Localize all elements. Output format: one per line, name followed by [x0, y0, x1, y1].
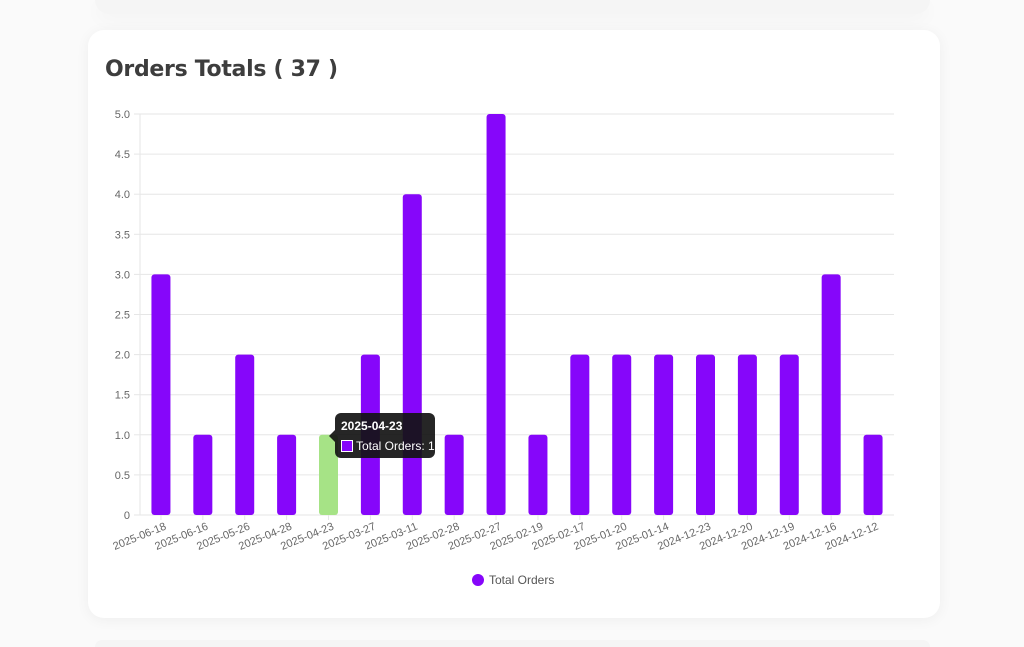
y-tick-label: 4.0: [115, 189, 130, 201]
background-card-top: [95, 0, 930, 14]
bar-2025-04-28[interactable]: [277, 434, 297, 515]
y-tick-label: 5.0: [115, 109, 130, 121]
tooltip-caret: [329, 430, 335, 442]
background-card-bottom: [95, 640, 930, 647]
bar-2025-02-27[interactable]: [486, 114, 506, 515]
chart-tooltip: 2025-04-23 Total Orders: 1: [329, 413, 435, 458]
bar-2025-05-26[interactable]: [235, 354, 255, 515]
bar-2024-12-16[interactable]: [821, 274, 841, 515]
y-tick-label: 3.5: [115, 229, 130, 241]
bar-2025-03-11[interactable]: [402, 194, 422, 515]
bar-2025-02-28[interactable]: [444, 434, 464, 515]
bar-2025-04-23[interactable]: [319, 434, 338, 515]
tooltip-swatch: [341, 440, 353, 452]
legend-dot-icon: [472, 574, 484, 586]
y-tick-label: 2.0: [115, 350, 130, 362]
y-tick-label: 0.5: [115, 470, 130, 482]
y-tick-label: 1.0: [115, 430, 130, 442]
bar-2025-02-17[interactable]: [570, 354, 590, 515]
tooltip-title: 2025-04-23: [341, 419, 403, 433]
tooltip-label: Total Orders: 1: [356, 439, 435, 453]
chart-title: Orders Totals ( 37 ): [105, 57, 338, 82]
y-tick-label: 1.5: [115, 390, 130, 402]
chart-legend[interactable]: Total Orders: [472, 573, 554, 587]
bar-2025-06-18[interactable]: [151, 274, 171, 515]
bar-2024-12-12[interactable]: [863, 434, 883, 515]
orders-chart-card: Orders Totals ( 37 ) 0 0.5 1.0 1.5 2.0 2.5 3.0…: [88, 30, 940, 618]
legend-label: Total Orders: [489, 573, 555, 587]
bar-2024-12-19[interactable]: [779, 354, 799, 515]
y-tick-label: 4.5: [115, 149, 130, 161]
bar-chart: 00.51.01.52.02.53.03.54.04.55.02025-06-1…: [111, 109, 894, 553]
bar-2024-12-20[interactable]: [737, 354, 757, 515]
bar-2025-01-20[interactable]: [612, 354, 632, 515]
bar-2025-06-16[interactable]: [193, 434, 213, 515]
bar-2024-12-23[interactable]: [696, 354, 715, 515]
y-tick-label: 3.0: [115, 269, 130, 281]
y-tick-label: 0: [124, 510, 130, 522]
bar-2025-02-19[interactable]: [528, 434, 548, 515]
y-tick-label: 2.5: [115, 310, 130, 322]
tooltip-row: Total Orders: 1: [341, 439, 435, 453]
bar-2025-01-14[interactable]: [654, 354, 674, 515]
